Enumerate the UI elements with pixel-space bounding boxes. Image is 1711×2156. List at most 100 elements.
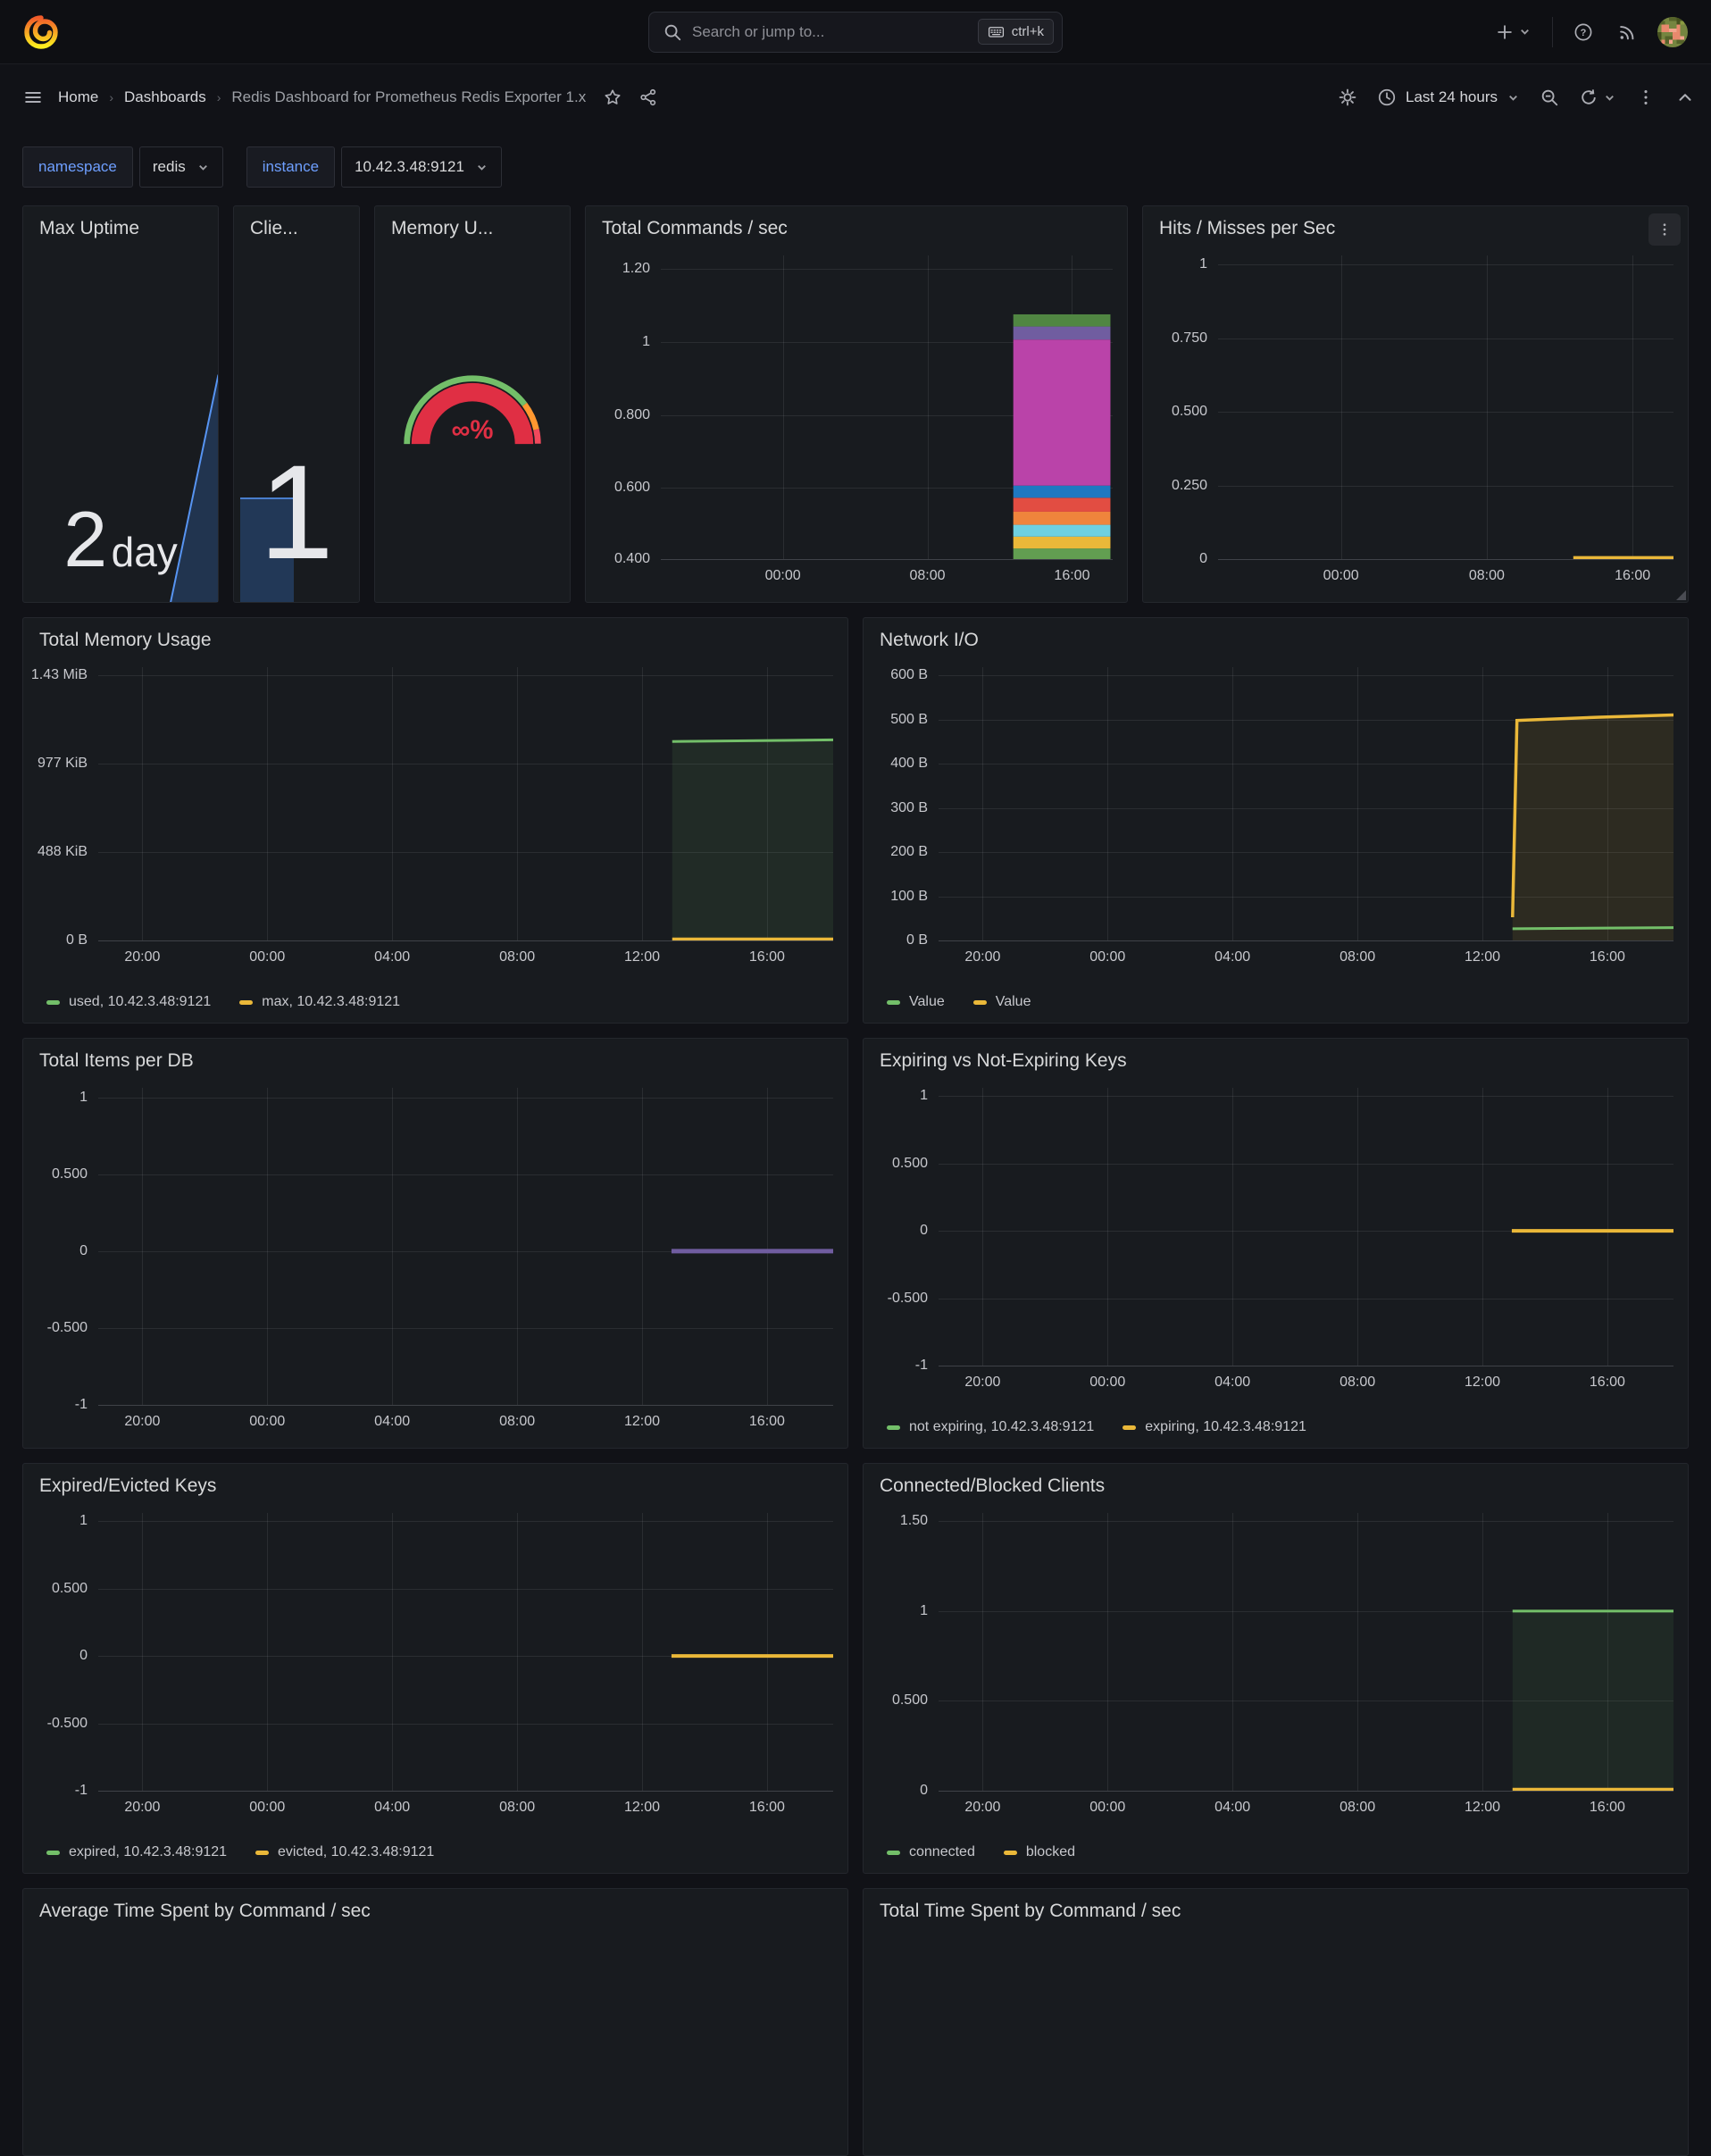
variable-label-namespace[interactable]: namespace [22,146,133,188]
panel-row-1: Max Uptime 2 day Clie... 1 Memory U... [22,205,1689,603]
panel-title[interactable]: Average Time Spent by Command / sec [23,1889,847,1926]
y-axis: 10.5000-0.500-1 [23,1513,98,1791]
chevron-up-icon[interactable] [1675,88,1695,107]
plot-area[interactable] [98,1513,833,1791]
plot-area[interactable] [1218,255,1673,559]
x-tick-label: 16:00 [1590,1800,1625,1816]
y-tick-label: 0 B [66,932,88,948]
star-icon[interactable] [603,88,622,107]
help-icon: ? [1573,22,1593,42]
dashboard-toolbar: Home › Dashboards › Redis Dashboard for … [0,64,1711,130]
legend-item[interactable]: not expiring, 10.42.3.48:9121 [887,1419,1094,1435]
breadcrumb-dashboards[interactable]: Dashboards [124,88,206,106]
x-tick-label: 08:00 [499,1800,535,1816]
search-input[interactable]: Search or jump to... ctrl+k [648,12,1063,53]
panel-title[interactable]: Expiring vs Not-Expiring Keys [864,1039,1688,1075]
panel-title[interactable]: Total Items per DB [23,1039,847,1075]
legend: expired, 10.42.3.48:9121 evicted, 10.42.3… [46,1840,839,1865]
y-axis: 1.5010.5000 [864,1513,939,1791]
panel-menu-button[interactable] [1648,213,1681,246]
x-tick-label: 16:00 [749,1800,785,1816]
panel-title[interactable]: Network I/O [864,618,1688,655]
panel-title[interactable]: Total Commands / sec [586,206,1127,243]
breadcrumb-current: Redis Dashboard for Prometheus Redis Exp… [231,88,586,106]
y-tick-label: 300 B [890,800,928,816]
panel-resize-handle[interactable] [1676,590,1686,600]
menu-toggle-button[interactable] [16,80,50,114]
h-gridline [661,559,1113,560]
plot-area[interactable] [939,1088,1673,1366]
panel-title[interactable]: Total Memory Usage [23,618,847,655]
variable-value-namespace[interactable]: redis [139,146,223,188]
x-tick-label: 16:00 [1590,1375,1625,1391]
plot-area[interactable] [98,667,833,940]
plot-area[interactable] [939,667,1673,940]
y-tick-label: 1.50 [900,1513,928,1529]
chevron-down-icon [1603,91,1616,104]
time-range-picker[interactable]: Last 24 hours [1377,88,1520,107]
x-tick-label: 08:00 [499,1414,535,1430]
legend-item[interactable]: evicted, 10.42.3.48:9121 [255,1844,434,1860]
avatar[interactable] [1657,17,1688,47]
share-icon[interactable] [638,88,658,107]
x-axis: 20:0000:0004:0008:0012:0016:00 [939,1800,1673,1821]
x-tick-label: 16:00 [1054,568,1089,584]
variable-label-instance[interactable]: instance [246,146,335,188]
variable-value-text: redis [153,158,186,176]
legend-color-swatch [1004,1851,1017,1855]
shortcut-badge: ctrl+k [978,19,1054,45]
legend-label: Value [996,994,1031,1010]
kebab-icon[interactable] [1636,88,1656,107]
legend-item[interactable]: Value [887,994,945,1010]
x-tick-label: 00:00 [249,1800,285,1816]
panel-items-per-db: Total Items per DB 10.5000-0.500-120:000… [22,1038,848,1449]
panel-title[interactable]: Hits / Misses per Sec [1143,206,1688,243]
x-tick-label: 08:00 [1340,949,1375,965]
panel-title[interactable]: Total Time Spent by Command / sec [864,1889,1688,1926]
stat-value: 2 day [63,500,178,579]
uptime-number: 2 [63,495,107,583]
help-button[interactable]: ? [1570,19,1597,46]
x-tick-label: 16:00 [749,1414,785,1430]
new-button[interactable] [1491,19,1535,46]
plot-area[interactable] [98,1088,833,1405]
plot-area[interactable] [939,1513,1673,1791]
legend-color-swatch [255,1851,269,1855]
x-tick-label: 00:00 [1089,1800,1125,1816]
legend-item[interactable]: used, 10.42.3.48:9121 [46,994,211,1010]
grafana-logo[interactable] [23,14,59,50]
panel-max-uptime: Max Uptime 2 day [22,205,219,603]
x-tick-label: 12:00 [1465,1375,1500,1391]
refresh-button[interactable] [1579,88,1616,107]
y-tick-label: 0 [79,1243,88,1259]
y-tick-label: 600 B [890,667,928,683]
legend-item[interactable]: max, 10.42.3.48:9121 [239,994,400,1010]
time-range-label: Last 24 hours [1406,88,1498,106]
zoom-out-icon[interactable] [1540,88,1559,107]
y-tick-label: 200 B [890,844,928,860]
panel-row-3: Total Items per DB 10.5000-0.500-120:000… [22,1038,1689,1449]
legend-item[interactable]: connected [887,1844,975,1860]
legend-item[interactable]: expiring, 10.42.3.48:9121 [1123,1419,1306,1435]
panel-title[interactable]: Memory U... [375,206,570,243]
news-button[interactable] [1614,19,1640,46]
panel-title[interactable]: Expired/Evicted Keys [23,1464,847,1500]
panel-title[interactable]: Clie... [234,206,359,243]
gear-icon[interactable] [1338,88,1357,107]
panel-title[interactable]: Connected/Blocked Clients [864,1464,1688,1500]
variable-value-instance[interactable]: 10.42.3.48:9121 [341,146,502,188]
x-tick-label: 08:00 [1340,1375,1375,1391]
plot-area[interactable] [661,255,1113,559]
legend-item[interactable]: Value [973,994,1031,1010]
x-axis: 20:0000:0004:0008:0012:0016:00 [939,949,1673,971]
chevron-down-icon [1518,25,1532,38]
legend-item[interactable]: blocked [1004,1844,1075,1860]
x-tick-label: 20:00 [964,1800,1000,1816]
y-tick-label: 0.600 [614,480,650,496]
variable-namespace: namespace redis [22,146,223,188]
legend-item[interactable]: expired, 10.42.3.48:9121 [46,1844,227,1860]
y-axis: 1.2010.8000.6000.400 [586,255,661,559]
legend: connected blocked [887,1840,1679,1865]
breadcrumb-home[interactable]: Home [58,88,98,106]
panel-title[interactable]: Max Uptime [23,206,218,243]
